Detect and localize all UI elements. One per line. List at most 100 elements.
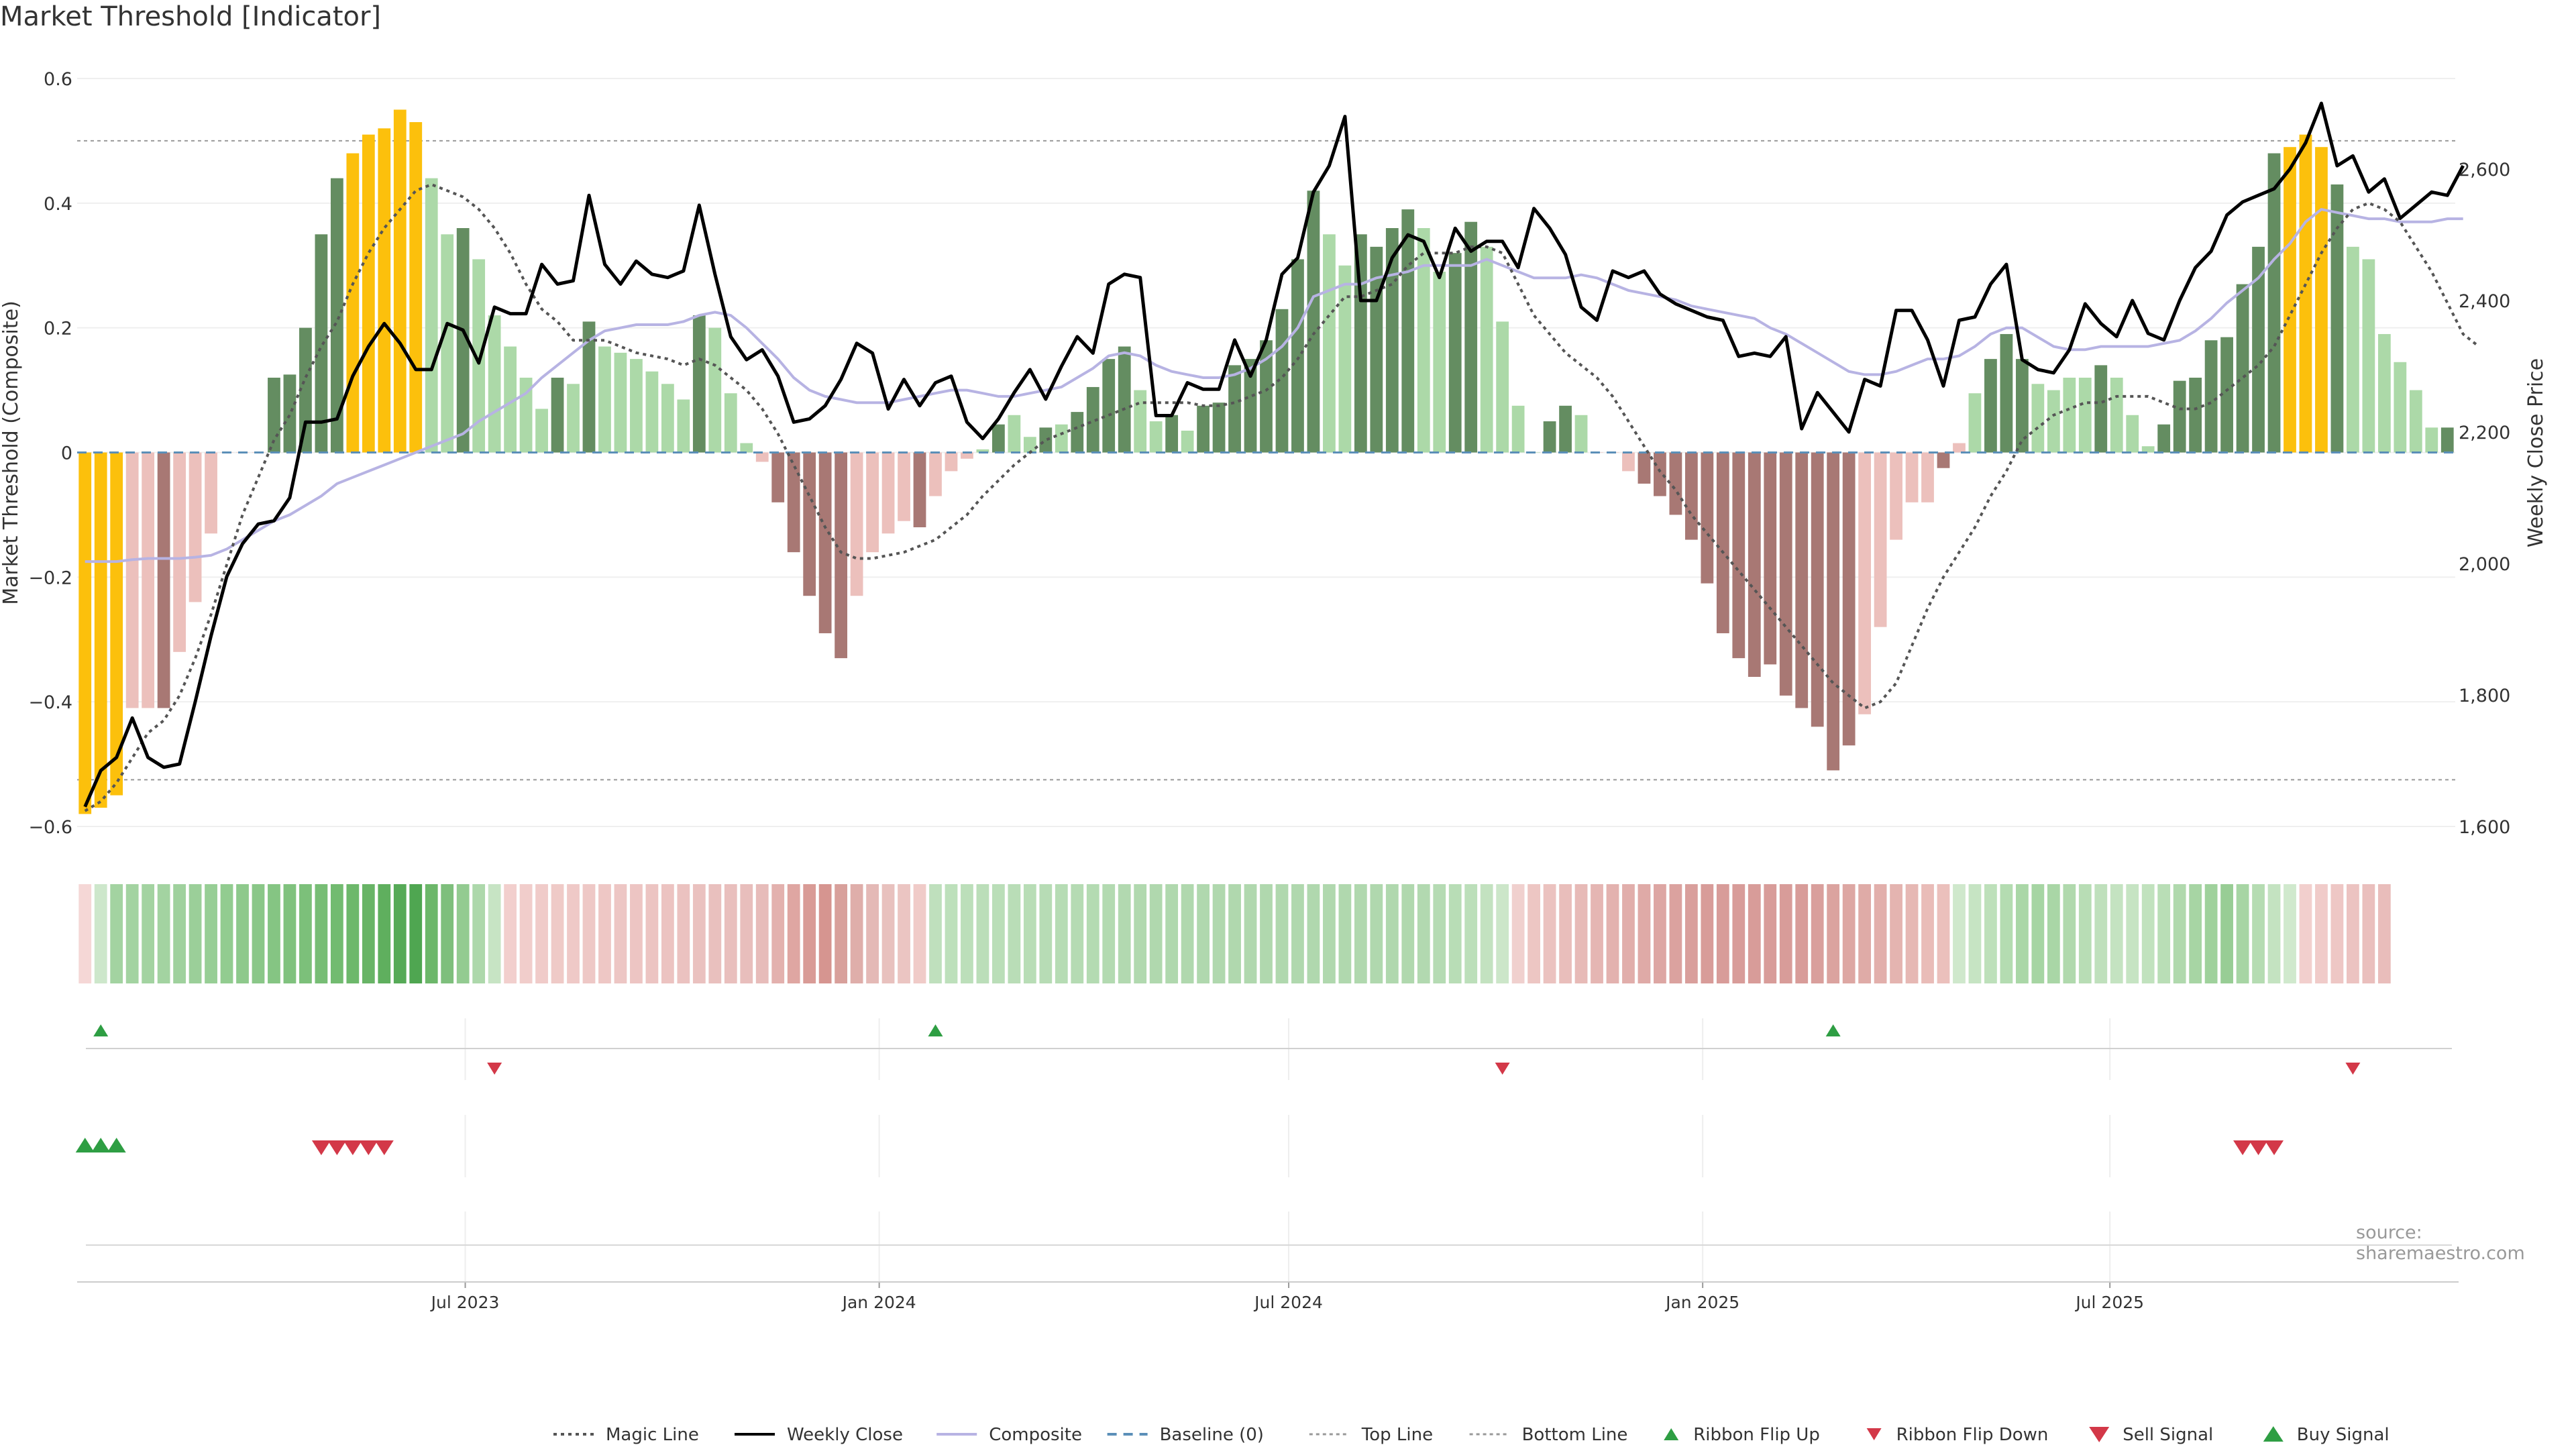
ribbon-cell <box>125 884 139 983</box>
composite-bar <box>2189 378 2202 453</box>
composite-bar <box>2347 246 2359 453</box>
ribbon-cell <box>771 884 785 983</box>
ribbon-cell <box>2362 884 2375 983</box>
ribbon-cell <box>488 884 501 983</box>
ribbon-cell <box>1638 884 1651 983</box>
ribbon-cell <box>1197 884 1210 983</box>
composite-bar <box>582 321 596 453</box>
sell-signal-marker <box>359 1140 378 1155</box>
composite-bar <box>1716 452 1729 633</box>
ribbon-cell <box>2252 884 2265 983</box>
ribbon-cell <box>1905 884 1919 983</box>
composite-bar <box>157 452 170 708</box>
ribbon-cell <box>2284 884 2296 983</box>
composite-bar <box>1779 452 1792 696</box>
ribbon-cell <box>1953 884 1966 983</box>
ribbon-cell <box>110 884 123 983</box>
x-tick-label: Jul 2024 <box>1253 1293 1323 1312</box>
composite-bar <box>142 452 155 708</box>
composite-bar <box>1338 265 1352 453</box>
ribbon-cell <box>2315 884 2328 983</box>
composite-bar <box>2236 284 2249 453</box>
chart-title: Market Threshold [Indicator] <box>0 1 382 32</box>
ribbon-cell <box>1716 884 1729 983</box>
composite-bar <box>1291 259 1304 453</box>
composite-bar <box>504 346 517 453</box>
ribbon-cell <box>94 884 107 983</box>
composite-bar <box>2110 378 2123 453</box>
composite-bars <box>78 109 2454 814</box>
composite-bar <box>173 452 186 652</box>
composite-bar <box>1275 309 1289 453</box>
legend-swatch <box>2263 1426 2284 1442</box>
composite-bar <box>2047 390 2060 453</box>
ribbon-cell <box>283 884 297 983</box>
composite-bar <box>803 452 816 596</box>
ribbon-cell <box>252 884 265 983</box>
legend-swatch <box>1866 1428 1882 1440</box>
y2-tick-label: 2,000 <box>2459 554 2510 575</box>
composite-bar <box>551 378 564 453</box>
composite-bar <box>614 352 627 453</box>
series-lines <box>77 101 2480 812</box>
source-credit: source: sharemaestro.com <box>2356 1222 2525 1264</box>
ribbon-cell <box>346 884 360 983</box>
composite-bar <box>850 452 863 596</box>
composite-bar <box>1181 430 1194 453</box>
buy-signal-marker <box>75 1138 95 1152</box>
ribbon-cell <box>1149 884 1163 983</box>
ribbon-cell <box>441 884 454 983</box>
composite-bar <box>1039 427 1053 453</box>
ribbon-cell <box>582 884 596 983</box>
legend-item: Baseline (0) <box>1107 1425 1264 1445</box>
composite-bar <box>692 315 706 453</box>
ribbon-cell <box>1732 884 1746 983</box>
composite-bar <box>441 234 454 453</box>
ribbon-cell <box>2094 884 2108 983</box>
composite-bar <box>708 327 722 453</box>
ribbon-cell <box>1701 884 1714 983</box>
ribbon-cell <box>173 884 186 983</box>
composite-bar <box>535 409 548 453</box>
composite-bar <box>913 452 926 527</box>
composite-bar <box>755 452 769 462</box>
ribbon-cell <box>1370 884 1383 983</box>
composite-bar <box>2377 333 2391 453</box>
composite-bar <box>2015 359 2029 453</box>
sell-signal-marker <box>2265 1140 2284 1155</box>
ribbon-cell <box>2063 884 2076 983</box>
ribbon-cell <box>567 884 580 983</box>
composite-bar <box>2000 333 2013 453</box>
composite-bar <box>1464 221 1478 453</box>
ribbon-cell <box>2220 884 2233 983</box>
composite-bar <box>881 452 895 534</box>
ribbon-cell <box>1811 884 1824 983</box>
composite-bar <box>2063 378 2076 453</box>
ribbon-cell <box>2126 884 2139 983</box>
ribbon-cell <box>787 884 800 983</box>
composite-bar <box>78 452 92 814</box>
y2-tick-label: 1,800 <box>2459 686 2510 706</box>
y-tick-label: 0.6 <box>44 69 72 90</box>
composite-bar <box>1638 452 1651 484</box>
ribbon-cell <box>551 884 564 983</box>
composite-bar <box>2031 384 2045 453</box>
composite-bar <box>1701 452 1714 584</box>
composite-bar <box>330 178 343 453</box>
composite-bar <box>1953 443 1966 453</box>
ribbon-cell <box>2110 884 2123 983</box>
composite-bar <box>677 399 690 453</box>
sell-signal-marker <box>2249 1140 2268 1155</box>
ribbon-cell <box>1559 884 1572 983</box>
composite-bar <box>1165 415 1179 453</box>
ribbon-cell <box>850 884 863 983</box>
composite-bar <box>598 346 611 453</box>
reference-lines <box>77 140 2455 781</box>
ribbon-cell <box>2267 884 2281 983</box>
composite-bar <box>1654 452 1666 496</box>
composite-bar <box>1354 234 1367 453</box>
composite-bar <box>362 134 375 453</box>
composite-bar <box>1102 359 1116 453</box>
ribbon-cell <box>818 884 832 983</box>
ribbon-cell <box>1795 884 1809 983</box>
